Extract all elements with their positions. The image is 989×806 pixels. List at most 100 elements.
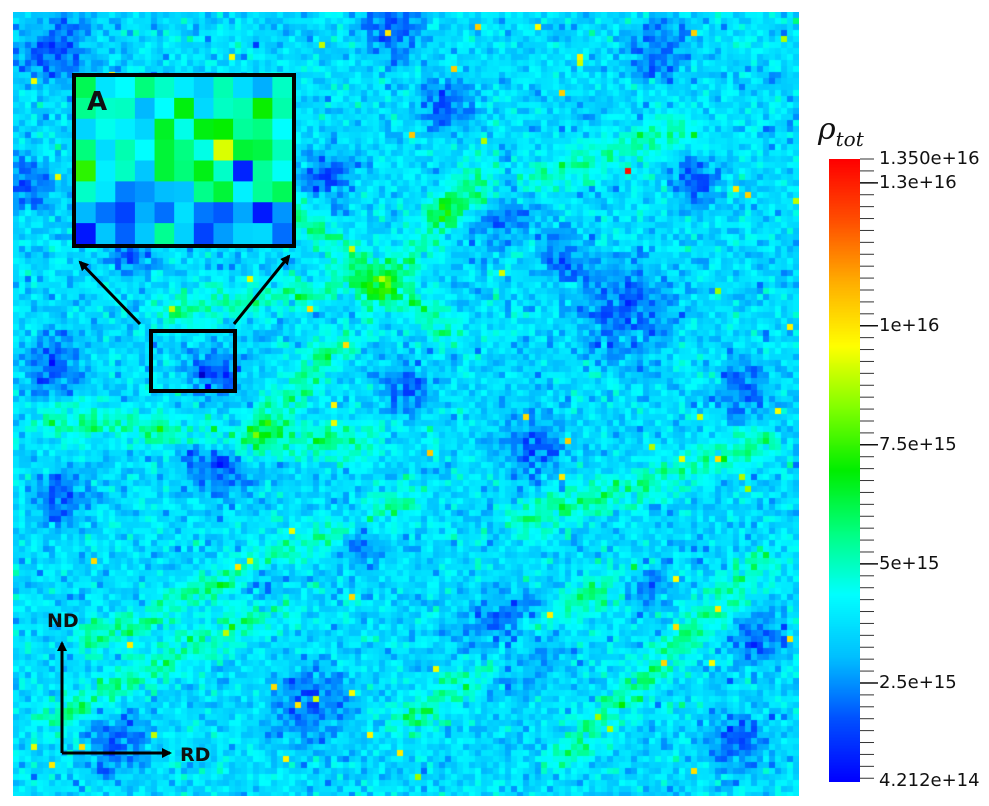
inset-cell (252, 97, 273, 120)
inset-cell (95, 181, 116, 203)
inset-cell (134, 202, 156, 224)
inset-cell (95, 223, 116, 245)
inset-cell (76, 118, 97, 141)
inset-cell (193, 77, 214, 99)
inset-cell (193, 181, 214, 203)
inset-cell (193, 118, 214, 141)
inset-cell (174, 97, 195, 120)
inset-cell (174, 181, 195, 203)
colorbar-tick-label: 7.5e+15 (879, 433, 957, 455)
inset-cell (233, 97, 254, 120)
inset-cell (233, 181, 254, 203)
inset-cell (233, 223, 254, 245)
inset-cell (95, 139, 116, 162)
inset-cell (272, 139, 293, 162)
colorbar-tick-label: 5e+15 (879, 552, 940, 574)
colorbar-max-label: 1.350e+16 (879, 148, 980, 169)
inset-cell (95, 118, 116, 141)
inset-cell (213, 97, 234, 120)
inset-cell (154, 118, 175, 141)
inset-cell (76, 97, 97, 120)
inset-cell (272, 118, 293, 141)
colorbar-gradient (829, 159, 860, 782)
inset-cell (193, 139, 214, 162)
inset-cell (115, 118, 136, 141)
inset-cell (174, 77, 195, 99)
inset-cell (95, 77, 116, 99)
inset-cell (213, 202, 234, 224)
inset-cell (213, 77, 234, 99)
inset-cell (134, 139, 156, 162)
inset-cell (233, 139, 254, 162)
inset-cell (154, 181, 175, 203)
nd-axis-label: ND (47, 610, 79, 632)
colorbar-title: ρtot (818, 112, 864, 151)
zoom-source-box (149, 329, 237, 393)
colorbar-tick-label: 1e+16 (879, 314, 940, 336)
inset-cell (272, 77, 293, 99)
inset-cell (174, 223, 195, 245)
inset-cell (272, 97, 293, 120)
inset-cell (134, 223, 156, 245)
inset-cell (134, 118, 156, 141)
inset-cell (174, 139, 195, 162)
inset-cell (115, 202, 136, 224)
inset-cell (252, 139, 273, 162)
inset-cell (76, 181, 97, 203)
inset-cell (252, 118, 273, 141)
inset-cell (134, 77, 156, 99)
inset-cell (272, 202, 293, 224)
inset-cell (252, 160, 273, 182)
inset-cell (213, 118, 234, 141)
inset-cell (134, 160, 156, 182)
inset-cell (174, 160, 195, 182)
inset-label: A (87, 87, 107, 117)
inset-cell (154, 202, 175, 224)
inset-cell (115, 181, 136, 203)
inset-cell (213, 139, 234, 162)
inset-cell (252, 202, 273, 224)
inset-cell (115, 77, 136, 99)
inset-cell (154, 77, 175, 99)
inset-cell (134, 97, 156, 120)
inset-cell (76, 202, 97, 224)
inset-cell (193, 160, 214, 182)
inset-cell (76, 139, 97, 162)
zoom-arrow-left (78, 260, 142, 326)
inset-cell (134, 181, 156, 203)
inset-cell (76, 223, 97, 245)
inset-cell (233, 202, 254, 224)
inset-cell (76, 160, 97, 182)
inset-cell (272, 160, 293, 182)
inset-cell (233, 77, 254, 99)
inset-cell (115, 160, 136, 182)
inset-cell (233, 160, 254, 182)
inset-cell (115, 223, 136, 245)
inset-cell (193, 202, 214, 224)
inset-cell (213, 160, 234, 182)
inset-cell (154, 223, 175, 245)
inset-cell (76, 77, 97, 99)
inset-cell (95, 160, 116, 182)
inset-frame (72, 73, 296, 248)
rd-axis-label: RD (180, 744, 210, 766)
inset-cell (193, 97, 214, 120)
inset-cell (252, 77, 273, 99)
inset-cell (95, 97, 116, 120)
inset-cell (95, 202, 116, 224)
inset-cell (154, 160, 175, 182)
inset-cell (252, 181, 273, 203)
inset-magnified-region (76, 77, 293, 245)
inset-cell (174, 202, 195, 224)
inset-cell (272, 223, 293, 245)
inset-cell (154, 97, 175, 120)
inset-cell (115, 139, 136, 162)
colorbar-title-subscript: tot (835, 127, 864, 151)
inset-cell (252, 223, 273, 245)
inset-cell (233, 118, 254, 141)
colorbar-min-label: 4.212e+14 (879, 770, 980, 791)
inset-cell (213, 223, 234, 245)
colorbar-tick-label: 2.5e+15 (879, 671, 957, 693)
colorbar-title-symbol: ρ (818, 112, 836, 147)
